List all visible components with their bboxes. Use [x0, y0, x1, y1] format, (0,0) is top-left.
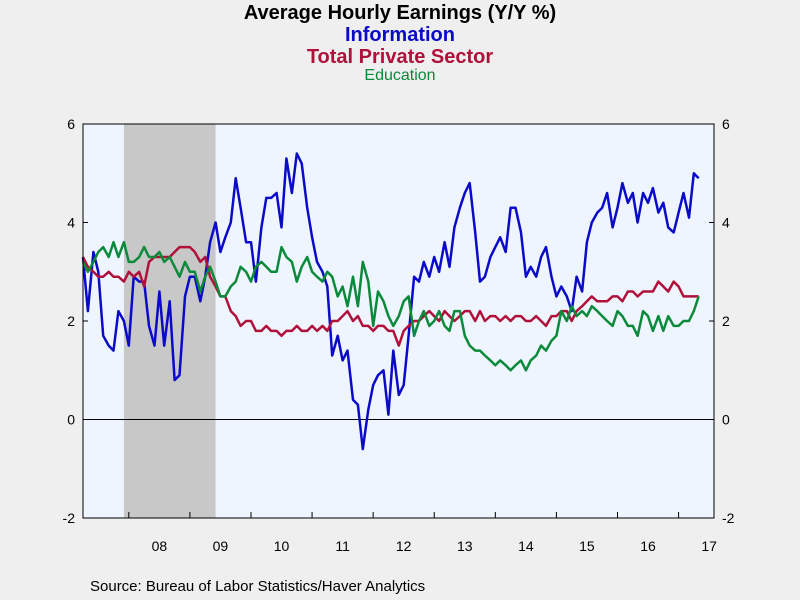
chart-title: Average Hourly Earnings (Y/Y %) — [243, 2, 557, 24]
x-tick-label: 10 — [274, 538, 290, 554]
y-tick-label-right: -2 — [722, 510, 735, 526]
x-tick-label: 17 — [701, 538, 717, 554]
y-tick-label-left: 0 — [67, 412, 75, 428]
chart-titles: Average Hourly Earnings (Y/Y %) Informat… — [0, 2, 800, 84]
x-tick-label: 16 — [640, 538, 656, 554]
y-tick-label-left: 2 — [67, 313, 75, 329]
y-tick-label-right: 2 — [722, 313, 730, 329]
x-tick-label: 09 — [213, 538, 229, 554]
x-tick-label: 14 — [518, 538, 534, 554]
series-line-education — [81, 240, 700, 372]
x-tick-label: 12 — [396, 538, 412, 554]
y-tick-label-right: 6 — [722, 116, 730, 132]
y-tick-label-right: 4 — [722, 215, 730, 231]
y-tick-label-right: 0 — [722, 412, 730, 428]
x-tick-label: 08 — [152, 538, 168, 554]
series-line-total-private — [81, 245, 699, 347]
legend-entry-information: Information — [345, 24, 455, 46]
y-tick-label-left: 6 — [67, 116, 75, 132]
source-note: Source: Bureau of Labor Statistics/Haver… — [90, 578, 426, 595]
x-tick-label: 15 — [579, 538, 595, 554]
legend-entry-education: Education — [364, 67, 436, 84]
y-tick-label-left: -2 — [63, 510, 76, 526]
x-tick-label: 13 — [457, 538, 473, 554]
legend-entry-total-private: Total Private Sector — [306, 46, 494, 68]
series-line-information — [81, 152, 700, 451]
y-tick-label-left: 4 — [67, 215, 75, 231]
x-tick-label: 11 — [335, 538, 350, 554]
